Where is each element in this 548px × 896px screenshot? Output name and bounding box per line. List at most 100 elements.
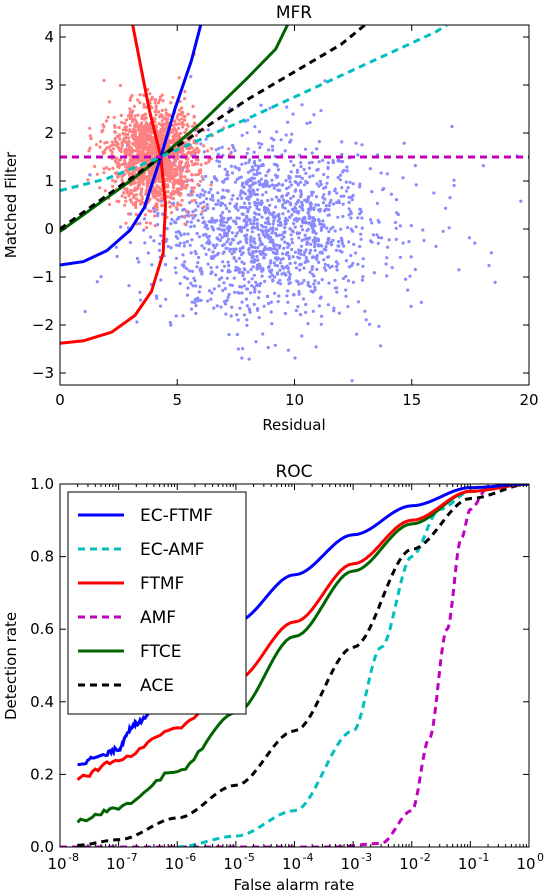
scatter-point [240,226,244,230]
scatter-point [145,184,149,189]
scatter-point [532,216,535,219]
scatter-point [217,160,221,164]
scatter-point [115,254,119,259]
scatter-point [233,268,237,272]
scatter-point [131,141,135,145]
scatter-point [184,186,188,190]
scatter-point [249,291,253,295]
scatter-point [228,242,232,246]
scatter-point [144,121,148,125]
scatter-point [287,257,292,261]
scatter-point [252,260,256,264]
scatter-point [287,270,291,274]
scatter-point [331,238,335,242]
scatter-point [111,178,115,182]
scatter-point [127,173,132,177]
scatter-point [120,194,124,198]
scatter-point [196,296,200,300]
scatter-point [176,187,180,191]
scatter-point [310,267,314,271]
scatter-point [262,208,267,212]
scatter-point [202,193,206,197]
scatter-point [338,173,343,177]
scatter-point [191,210,195,214]
scatter-point [409,224,413,228]
scatter-point [421,228,425,232]
scatter-point [202,246,206,250]
scatter-point [270,136,274,140]
scatter-point [110,150,114,154]
x-tick-label: 10 [165,855,184,873]
scatter-point [135,122,139,126]
scatter-point [160,119,164,123]
scatter-point [347,265,352,269]
scatter-point [199,168,203,172]
scatter-point [487,263,491,268]
scatter-point [196,299,200,303]
scatter-point [159,278,163,282]
scatter-point [261,193,265,197]
scatter-point [185,146,190,150]
scatter-point [128,128,132,132]
scatter-point [235,332,239,337]
scatter-point [303,250,307,254]
scatter-point [191,190,195,194]
legend-box [67,491,247,715]
mfr-y-label: Matched Filter [2,151,20,258]
scatter-point [131,130,136,134]
scatter-point [328,265,332,270]
scatter-point [169,196,173,200]
scatter-point [226,260,230,264]
scatter-point [196,162,200,166]
scatter-point [244,180,248,184]
scatter-point [281,205,285,209]
scatter-point [128,116,132,121]
scatter-point [447,226,451,230]
scatter-point [207,289,212,293]
scatter-point [349,209,353,214]
scatter-point [116,175,120,179]
scatter-point [196,204,200,208]
scatter-point [359,237,363,241]
scatter-point [280,183,284,187]
scatter-point [312,240,316,244]
scatter-point [218,233,222,237]
scatter-point [297,251,301,255]
scatter-point [305,181,309,185]
scatter-point [251,265,255,269]
decision-curve [60,25,203,267]
scatter-point [116,161,120,165]
scatter-point [154,104,158,108]
scatter-point [296,183,300,187]
scatter-point [257,179,261,184]
scatter-point [238,229,242,233]
scatter-point [180,169,184,173]
scatter-point [190,186,194,190]
scatter-point [205,203,209,207]
scatter-point [293,225,297,229]
scatter-point [322,266,327,270]
scatter-point [192,121,197,125]
scatter-point [303,198,307,202]
scatter-point [361,264,365,268]
scatter-point [272,261,276,265]
scatter-point [126,226,130,230]
scatter-point [339,227,343,231]
scatter-point [360,278,364,282]
scatter-point [273,343,277,347]
scatter-point [323,262,327,266]
scatter-point [242,277,246,281]
scatter-point [217,284,221,288]
y-tick-label: 3 [44,76,54,94]
y-tick-label: −2 [32,316,54,334]
scatter-point [260,274,264,278]
scatter-point [370,221,374,225]
scatter-point [354,225,358,229]
scatter-point [364,318,368,322]
x-tick-exponent: -8 [68,851,79,864]
scatter-point [256,188,260,192]
scatter-point [299,161,303,165]
scatter-point [172,176,176,180]
scatter-point [104,119,109,123]
scatter-point [245,241,249,245]
